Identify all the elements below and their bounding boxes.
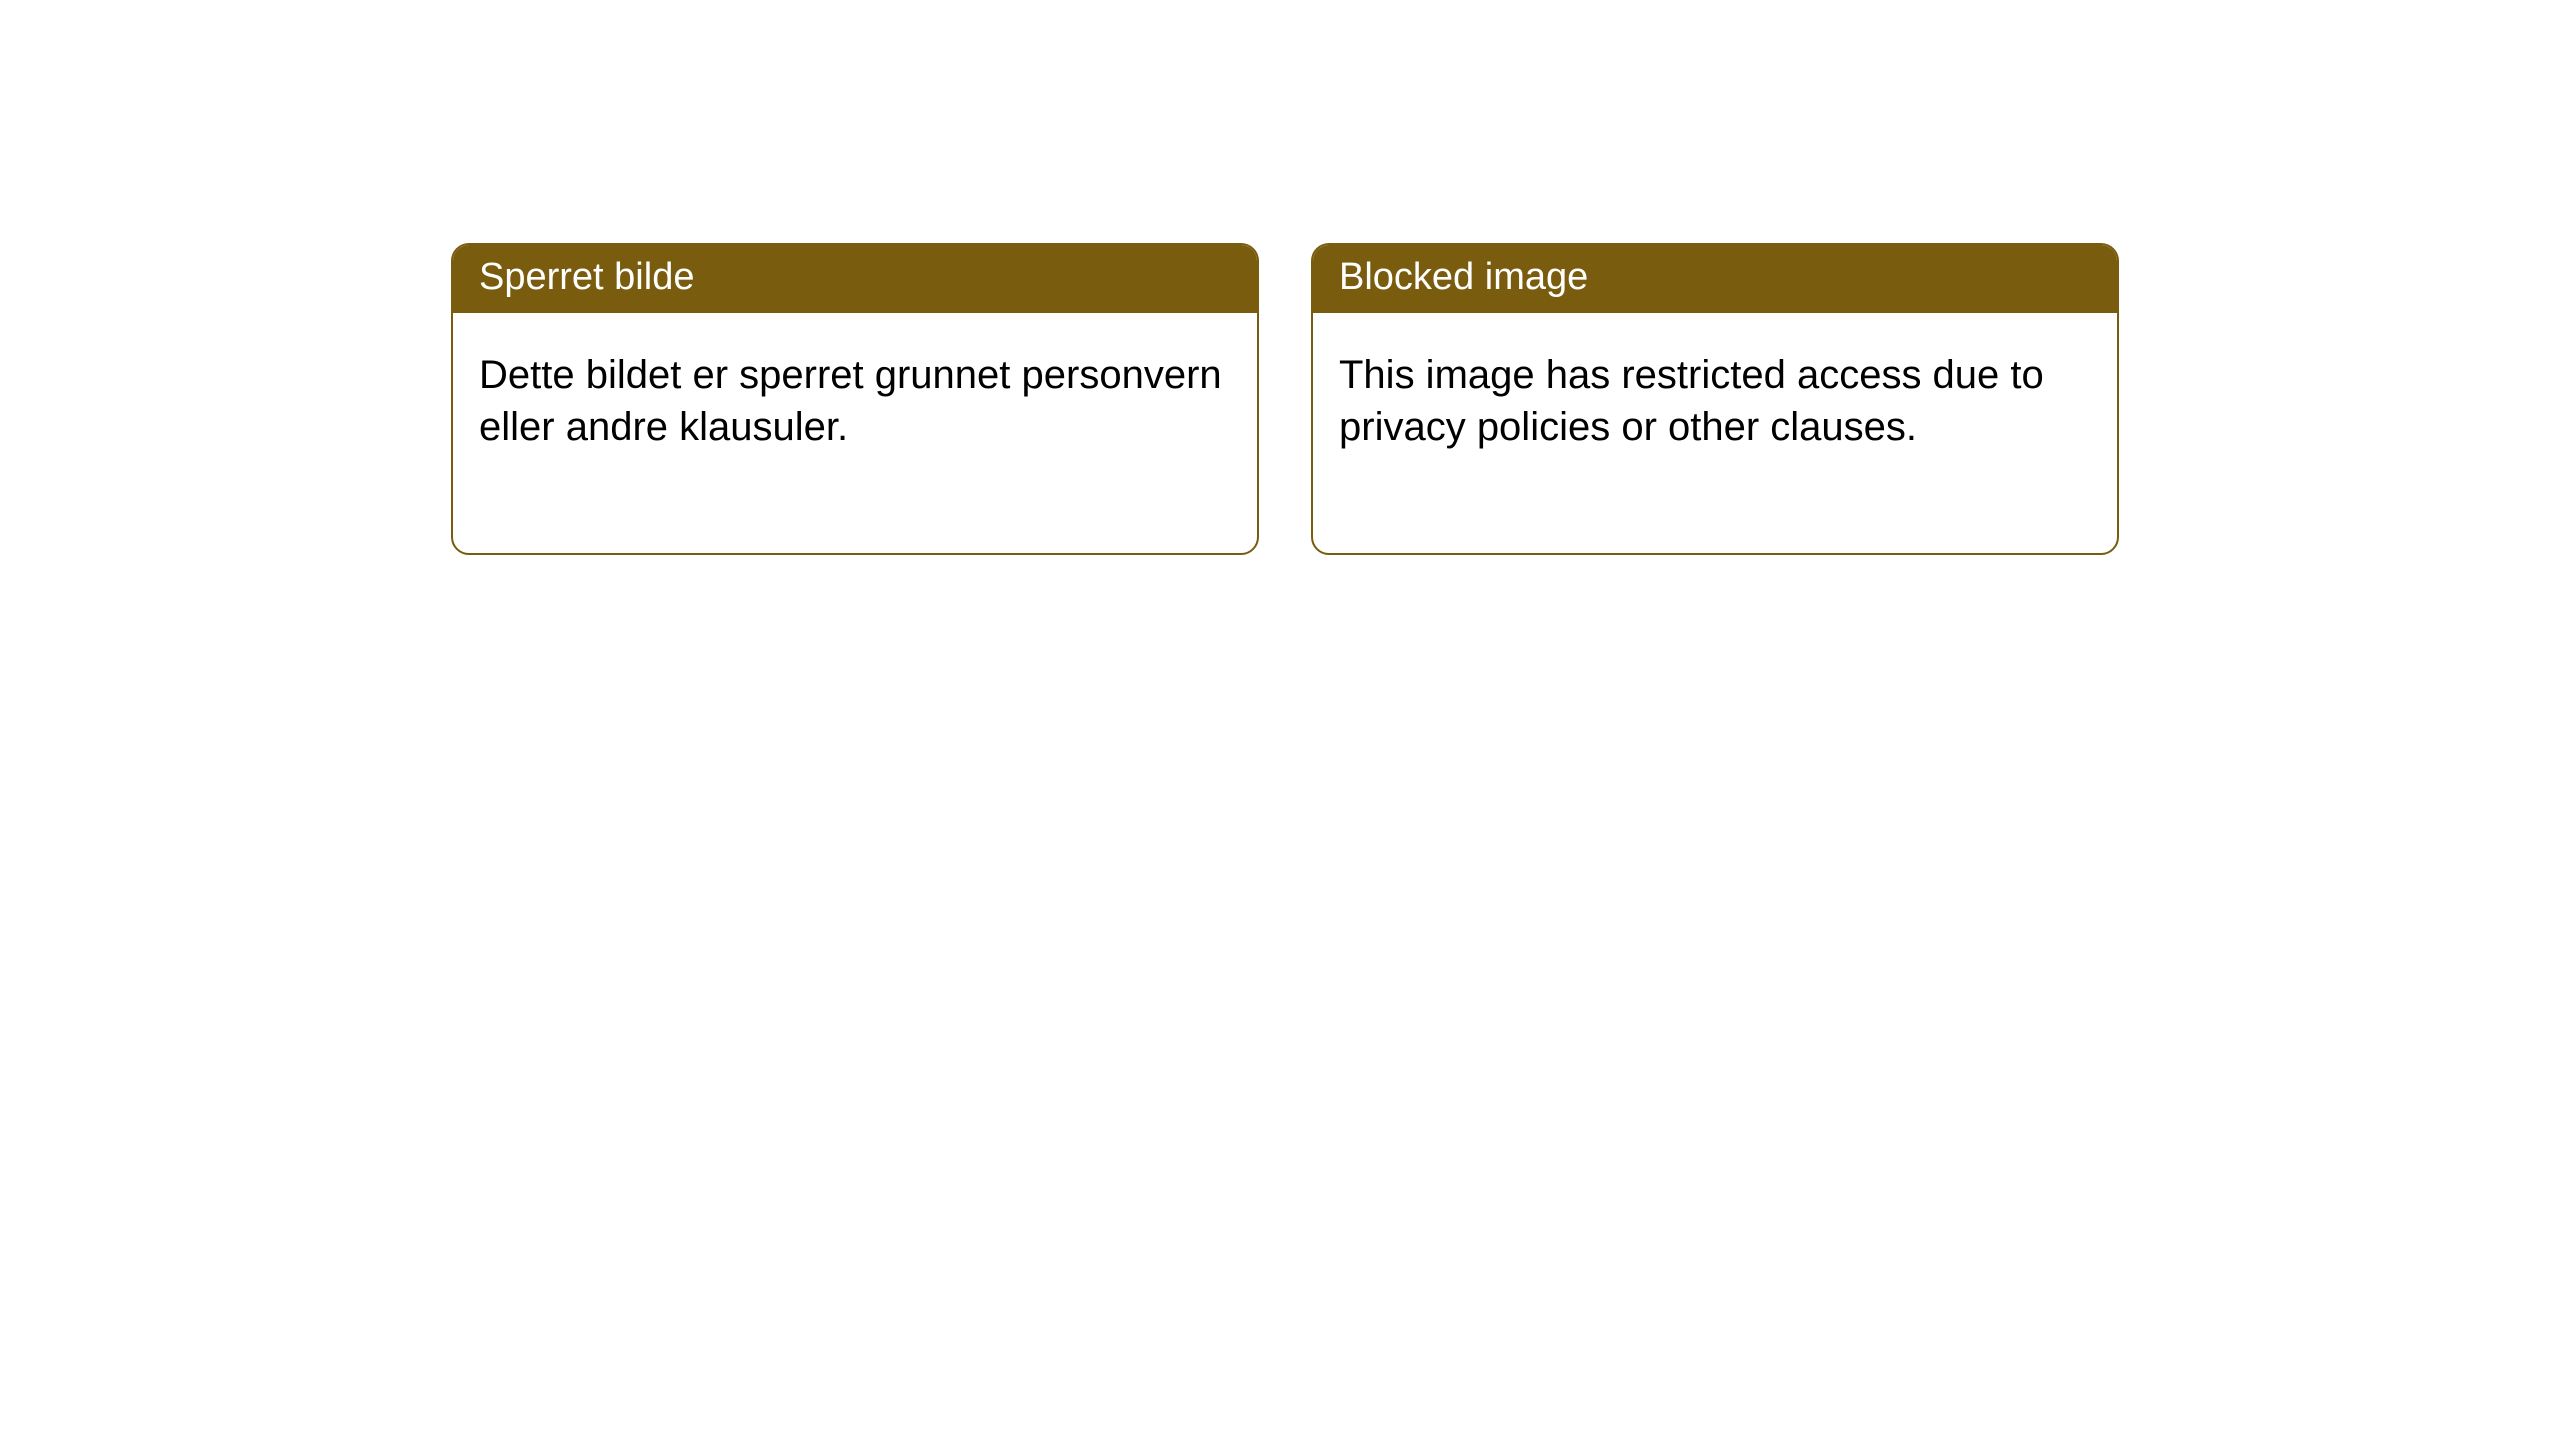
notice-box-norwegian: Sperret bilde Dette bildet er sperret gr… xyxy=(451,243,1259,555)
notice-container: Sperret bilde Dette bildet er sperret gr… xyxy=(0,0,2560,555)
notice-body: This image has restricted access due to … xyxy=(1313,313,2117,553)
notice-text: Dette bildet er sperret grunnet personve… xyxy=(479,353,1222,450)
notice-title: Sperret bilde xyxy=(479,256,694,298)
notice-header: Sperret bilde xyxy=(453,245,1257,313)
notice-box-english: Blocked image This image has restricted … xyxy=(1311,243,2119,555)
notice-body: Dette bildet er sperret grunnet personve… xyxy=(453,313,1257,553)
notice-header: Blocked image xyxy=(1313,245,2117,313)
notice-text: This image has restricted access due to … xyxy=(1339,353,2044,450)
notice-title: Blocked image xyxy=(1339,256,1588,298)
